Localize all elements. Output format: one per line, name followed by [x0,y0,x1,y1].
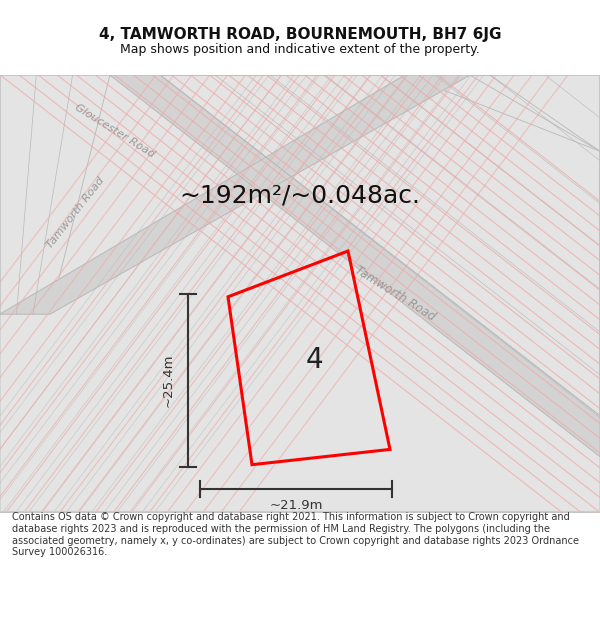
Text: Tamworth Road: Tamworth Road [44,175,106,250]
Polygon shape [0,75,110,314]
Text: ~21.9m: ~21.9m [269,499,323,512]
Text: ~192m²/~0.048ac.: ~192m²/~0.048ac. [179,183,421,207]
Text: Contains OS data © Crown copyright and database right 2021. This information is : Contains OS data © Crown copyright and d… [12,512,579,558]
Polygon shape [110,75,600,416]
Text: Gloucester Road: Gloucester Road [73,102,157,159]
Polygon shape [160,75,600,416]
Text: 4: 4 [305,346,323,374]
Text: ~25.4m: ~25.4m [161,354,175,407]
Polygon shape [110,75,600,456]
Text: Tamworth Road: Tamworth Road [352,264,437,324]
Polygon shape [0,75,600,512]
Polygon shape [160,75,600,416]
Polygon shape [0,75,600,512]
Text: 4, TAMWORTH ROAD, BOURNEMOUTH, BH7 6JG: 4, TAMWORTH ROAD, BOURNEMOUTH, BH7 6JG [99,27,501,42]
Polygon shape [0,75,470,314]
Polygon shape [405,75,600,151]
Text: Map shows position and indicative extent of the property.: Map shows position and indicative extent… [120,42,480,56]
